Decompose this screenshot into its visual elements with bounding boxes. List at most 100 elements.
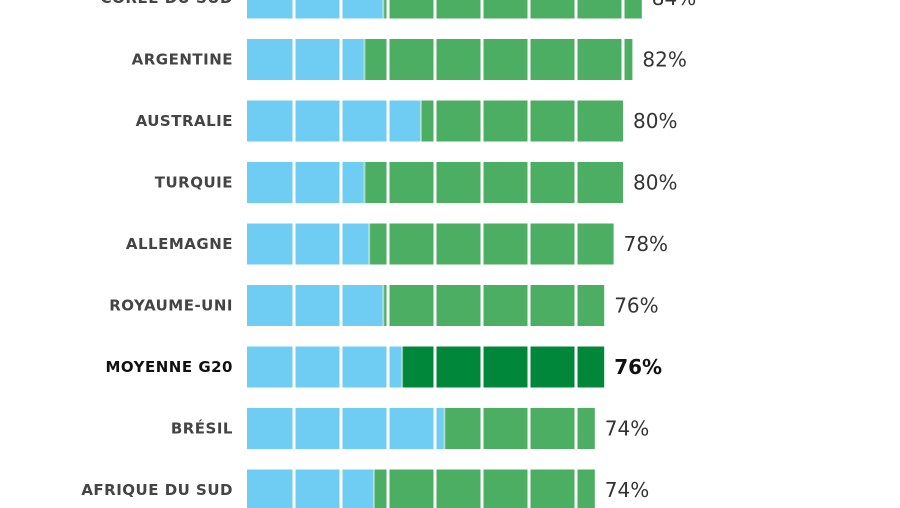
bar-divider xyxy=(574,469,578,508)
bar-divider xyxy=(339,469,343,508)
bar-divider xyxy=(339,223,343,265)
bar-divider xyxy=(386,0,390,19)
bar-segment-green xyxy=(369,223,614,265)
bar-divider xyxy=(574,39,578,80)
bar-divider xyxy=(386,285,390,326)
bar-join xyxy=(382,285,385,326)
value-label: 80% xyxy=(633,171,677,195)
bar-divider xyxy=(480,100,484,142)
bar-divider xyxy=(386,469,390,508)
bar-segment-green xyxy=(383,285,605,326)
category-label: MOYENNE G20 xyxy=(105,358,233,376)
bar-divider xyxy=(574,100,578,142)
bar-divider xyxy=(527,39,531,80)
category-label: TURQUIE xyxy=(155,174,233,192)
bar-divider xyxy=(574,223,578,265)
value-label: 84% xyxy=(652,0,696,10)
bar-divider xyxy=(339,285,343,326)
bar-join xyxy=(401,346,404,388)
bar-divider xyxy=(480,408,484,449)
bar-segment-green xyxy=(364,162,623,203)
value-label: 76% xyxy=(614,294,658,318)
bar-divider xyxy=(433,0,437,19)
bar-divider xyxy=(292,223,296,265)
bar-segment-green xyxy=(444,408,595,449)
bar-divider xyxy=(527,408,531,449)
value-label: 82% xyxy=(642,48,686,72)
category-label: ARGENTINE xyxy=(132,51,233,69)
bar-segment-green xyxy=(373,469,595,508)
bar-divider xyxy=(386,408,390,449)
bar-segment-light-blue xyxy=(247,162,365,203)
category-label: BRÉSIL xyxy=(171,419,233,438)
bar-divider xyxy=(292,162,296,203)
bar-segment-light-blue xyxy=(247,100,421,142)
value-label: 80% xyxy=(633,109,677,133)
bar-divider xyxy=(574,408,578,449)
bar-divider xyxy=(292,39,296,80)
bar-divider xyxy=(339,39,343,80)
bar-segment-light-blue xyxy=(247,469,374,508)
value-label: 74% xyxy=(605,478,649,502)
bar-divider xyxy=(292,408,296,449)
bar-divider xyxy=(527,100,531,142)
bar-divider xyxy=(480,346,484,388)
bar-divider xyxy=(527,0,531,19)
bar-segment-green xyxy=(402,346,605,388)
bar-divider xyxy=(339,0,343,19)
bar-divider xyxy=(386,162,390,203)
bar-divider xyxy=(386,100,390,142)
bar-join xyxy=(363,39,366,80)
bar-divider xyxy=(574,346,578,388)
bar-divider xyxy=(480,162,484,203)
bar-join xyxy=(443,408,446,449)
bar-divider xyxy=(292,100,296,142)
bar-divider xyxy=(339,100,343,142)
category-label: AFRIQUE DU SUD xyxy=(81,481,233,499)
bar-divider xyxy=(386,346,390,388)
bar-divider xyxy=(433,162,437,203)
bar-divider xyxy=(433,408,437,449)
bar-segment-light-blue xyxy=(247,285,384,326)
bar-divider xyxy=(386,39,390,80)
bar-join xyxy=(368,223,371,265)
bar-divider xyxy=(292,469,296,508)
bar-divider xyxy=(480,469,484,508)
bar-divider xyxy=(433,285,437,326)
bar-divider xyxy=(339,408,343,449)
category-label: CORÉE DU SUD xyxy=(101,0,233,7)
bar-segment-light-blue xyxy=(247,408,445,449)
bar-join xyxy=(382,0,385,19)
bar-divider xyxy=(480,39,484,80)
bar-divider xyxy=(292,0,296,19)
bar-segment-green xyxy=(383,0,642,19)
bar-segment-green xyxy=(420,100,623,142)
bar-segment-light-blue xyxy=(247,39,365,80)
bar-join xyxy=(419,100,422,142)
bar-divider xyxy=(433,223,437,265)
bar-segment-light-blue xyxy=(247,346,403,388)
category-label: ALLEMAGNE xyxy=(126,235,233,253)
bar-divider xyxy=(527,223,531,265)
bar-segment-light-blue xyxy=(247,0,384,19)
bar-divider xyxy=(527,469,531,508)
bar-divider xyxy=(574,285,578,326)
bar-divider xyxy=(621,39,625,80)
bar-segment-green xyxy=(364,39,633,80)
bar-divider xyxy=(433,346,437,388)
bar-divider xyxy=(433,39,437,80)
bar-divider xyxy=(386,223,390,265)
bar-divider xyxy=(574,162,578,203)
bar-join xyxy=(363,162,366,203)
bar-divider xyxy=(574,0,578,19)
value-label: 76% xyxy=(614,355,662,379)
bar-divider xyxy=(339,346,343,388)
bar-divider xyxy=(480,223,484,265)
bar-divider xyxy=(527,346,531,388)
bar-divider xyxy=(292,285,296,326)
bar-divider xyxy=(292,346,296,388)
category-label: AUSTRALIE xyxy=(136,112,233,130)
bar-divider xyxy=(433,469,437,508)
bar-segment-light-blue xyxy=(247,223,370,265)
